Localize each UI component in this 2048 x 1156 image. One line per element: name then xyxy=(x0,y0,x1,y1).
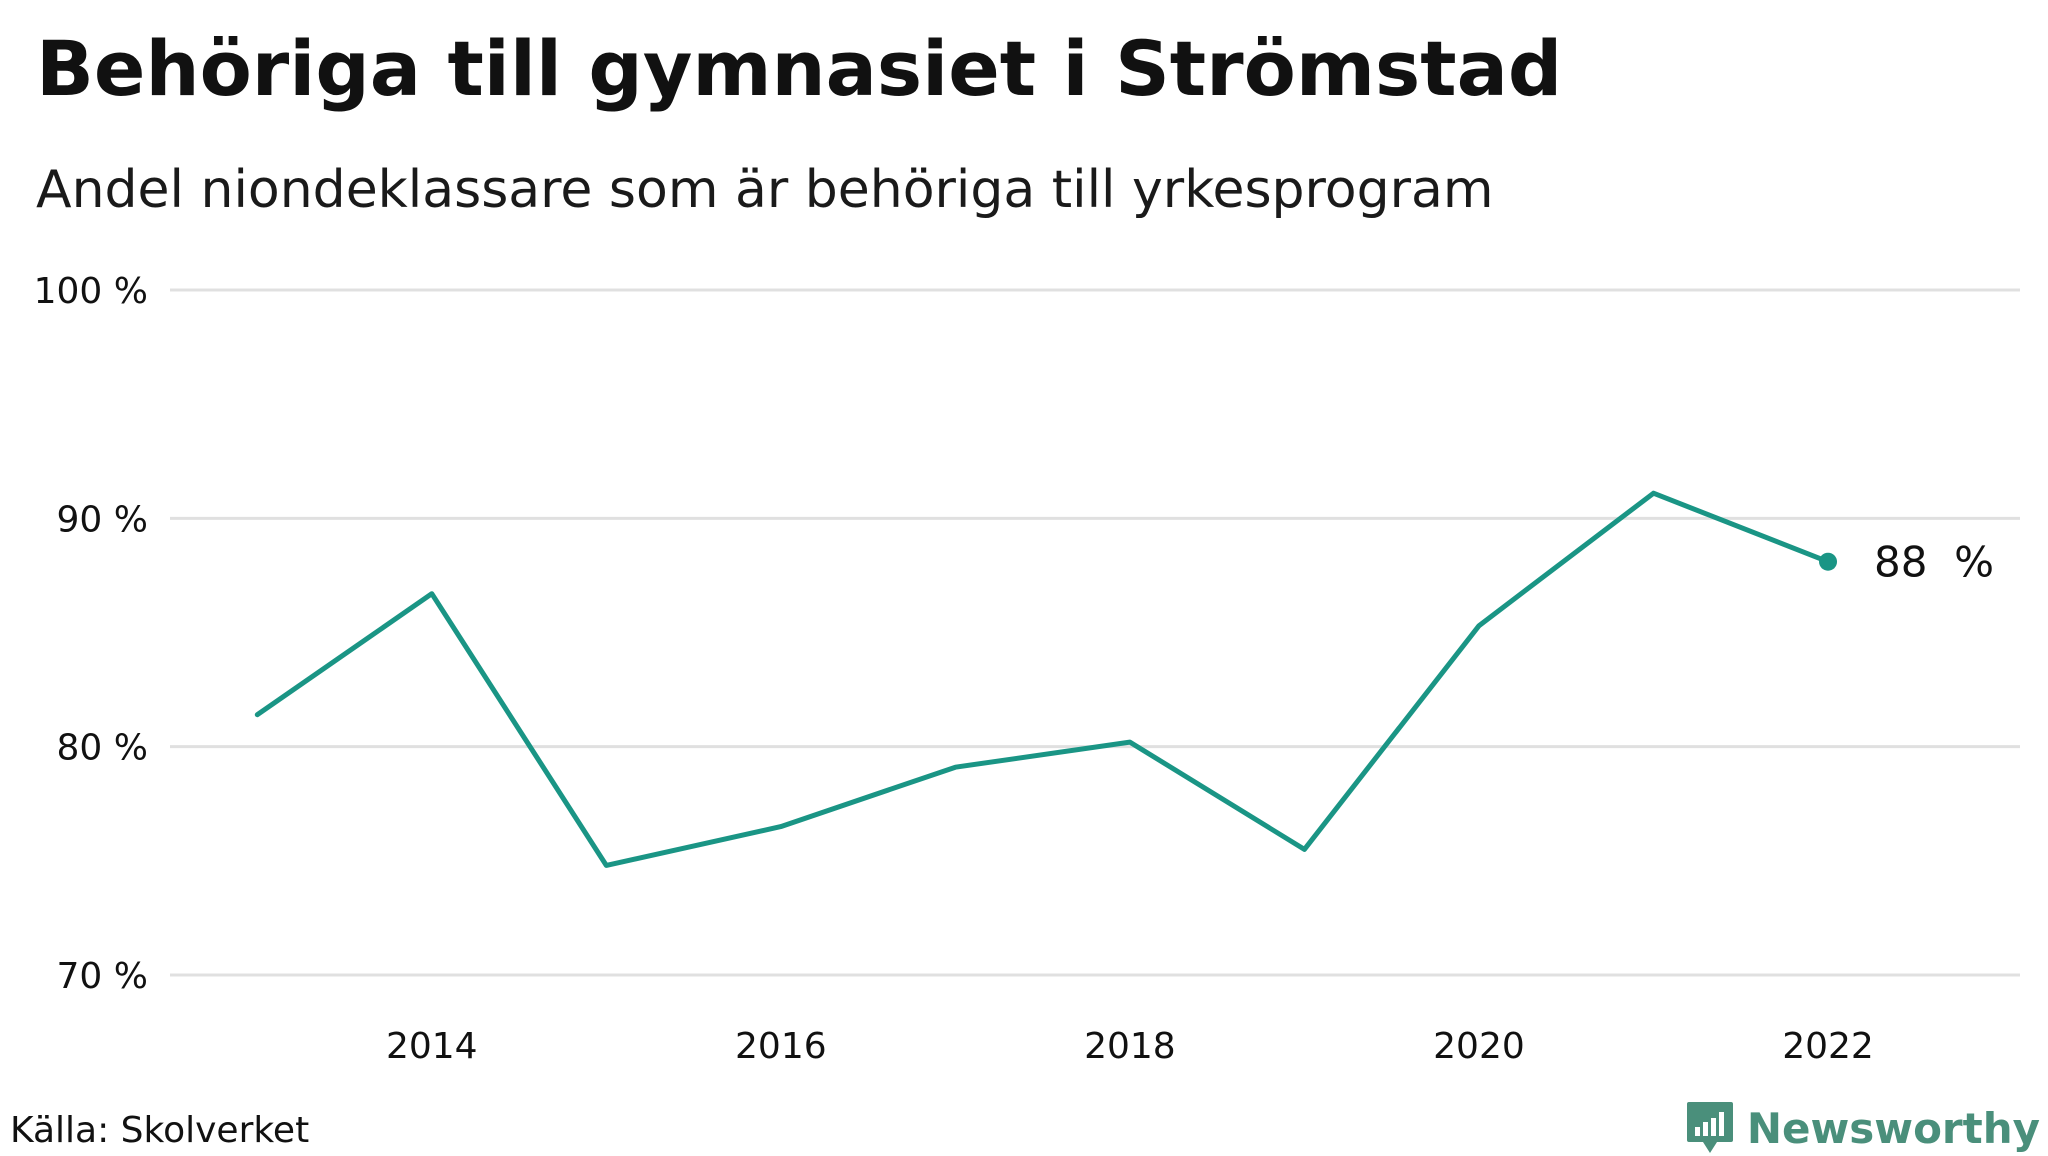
end-value-label: 88 % xyxy=(1874,538,1994,587)
y-tick-label: 70 % xyxy=(57,956,148,997)
y-tick-label: 90 % xyxy=(57,499,148,540)
series-line xyxy=(254,490,1831,868)
chart-title: Behöriga till gymnasiet i Strömstad xyxy=(36,24,1563,113)
series-line-group xyxy=(254,490,1831,868)
chart-subtitle: Andel niondeklassare som är behöriga til… xyxy=(36,160,1494,220)
end-point-marker xyxy=(1819,552,1838,571)
x-axis-tick-labels: 2014 2016 2018 2020 2022 xyxy=(386,1026,1874,1067)
x-tick-label: 2020 xyxy=(1433,1026,1525,1067)
y-tick-label: 100 % xyxy=(34,271,148,312)
x-tick-label: 2018 xyxy=(1084,1026,1176,1067)
source-note: Källa: Skolverket xyxy=(10,1110,310,1151)
end-label-group: 88 % xyxy=(1874,538,1994,587)
y-axis-tick-labels: 100 % 90 % 80 % 70 % xyxy=(34,271,148,997)
x-tick-label: 2022 xyxy=(1782,1026,1874,1067)
data-points xyxy=(1819,552,1838,571)
gridlines xyxy=(170,288,2020,977)
brand-name: Newsworthy xyxy=(1746,1103,2040,1153)
x-tick-label: 2014 xyxy=(386,1026,478,1067)
x-tick-label: 2016 xyxy=(735,1026,827,1067)
y-tick-label: 80 % xyxy=(57,728,148,769)
bar-chart-logo-icon xyxy=(1686,1102,1733,1153)
brand-logo: Newsworthy xyxy=(1685,1100,2040,1156)
